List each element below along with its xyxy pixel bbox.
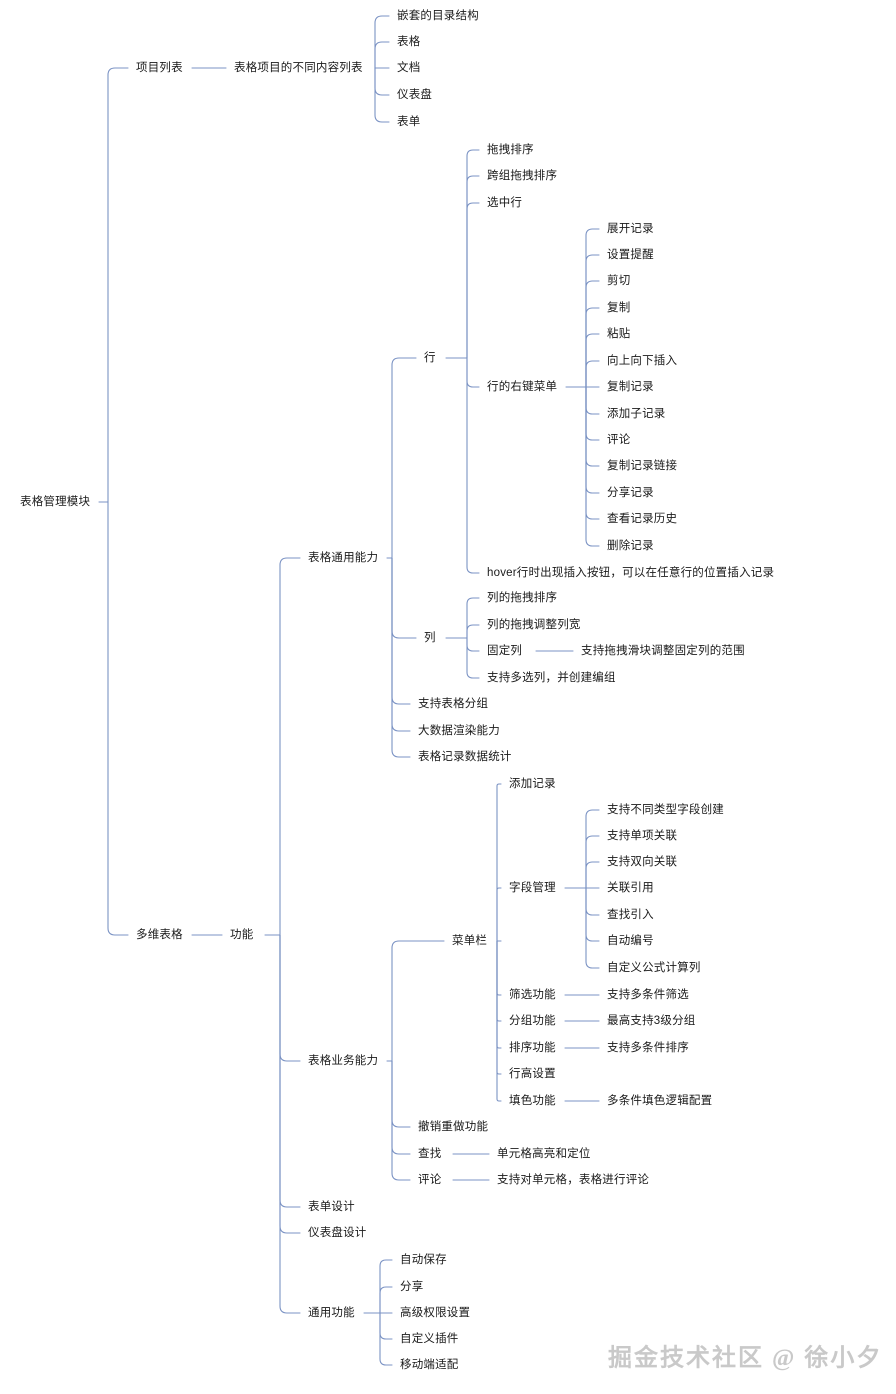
mindmap-node-n-tianjiazi[interactable]: 添加子记录 <box>607 408 666 420</box>
mindmap-node-n-pinglun1[interactable]: 评论 <box>607 434 631 446</box>
mindmap-node-n-caidanlan[interactable]: 菜单栏 <box>452 935 488 947</box>
mindmap-node-n-dashuju[interactable]: 大数据渲染能力 <box>418 725 500 737</box>
mindmap-node-n-xmlb[interactable]: 项目列表 <box>136 62 183 74</box>
mindmap-node-n-charu[interactable]: 向上向下插入 <box>607 355 678 367</box>
mindmap-node-n-bg[interactable]: 表格 <box>397 36 421 48</box>
mindmap-node-n-huakuai[interactable]: 支持拖拽滑块调整固定列的范围 <box>581 645 745 657</box>
mindmap-node-n-hang[interactable]: 行 <box>424 352 436 364</box>
watermark-label: 掘金技术社区 @ 徐小夕 <box>608 1345 883 1372</box>
mindmap-node-n-danxiang[interactable]: 支持单项关联 <box>607 830 678 842</box>
mindmap-node-n-chazhaoyinru[interactable]: 查找引入 <box>607 909 654 921</box>
mindmap-node-n-tianse[interactable]: 填色功能 <box>509 1095 556 1107</box>
mindmap-node-n-bd[interactable]: 表单 <box>397 116 421 128</box>
mindmap-node-n-bgtynl[interactable]: 表格通用能力 <box>308 552 379 564</box>
mindmap-node-n-tongyonggongneng[interactable]: 通用功能 <box>308 1307 355 1319</box>
mindmap-node-n-gaoliang[interactable]: 单元格高亮和定位 <box>497 1148 591 1160</box>
mindmap-node-n-ziduanguanli[interactable]: 字段管理 <box>509 882 556 894</box>
mindmap-node-n-lie[interactable]: 列 <box>424 632 436 644</box>
mindmap-node-n-qtml[interactable]: 嵌套的目录结构 <box>397 10 479 22</box>
mindmap-node-n-tianjiajilu[interactable]: 添加记录 <box>509 778 556 790</box>
mindmap-node-n-zhantie[interactable]: 粘贴 <box>607 328 631 340</box>
mindmap-node-n-duoxuanlie[interactable]: 支持多选列，并创建编组 <box>487 672 616 684</box>
mindmap-node-n-zidongbianhao[interactable]: 自动编号 <box>607 935 654 947</box>
mindmap-node-n-lietuopai[interactable]: 列的拖拽排序 <box>487 592 558 604</box>
mindmap-node-n-bgxmlb[interactable]: 表格项目的不同内容列表 <box>234 62 363 74</box>
mindmap-node-n-tuopaixu[interactable]: 拖拽排序 <box>487 144 534 156</box>
mindmap-node-n-wd[interactable]: 文档 <box>397 62 421 74</box>
mindmap-node-n-chexiao[interactable]: 撤销重做功能 <box>418 1121 489 1133</box>
mindmap-node-n-duotiaojianpaixu[interactable]: 支持多条件排序 <box>607 1042 689 1054</box>
mindmap-node-n-butongleixing[interactable]: 支持不同类型字段创建 <box>607 804 724 816</box>
mindmap-node-n-yidongduan[interactable]: 移动端适配 <box>400 1359 459 1371</box>
mindmap-node-n-tongji[interactable]: 表格记录数据统计 <box>418 751 512 763</box>
mindmap-node-n-ybpsheji[interactable]: 仪表盘设计 <box>308 1227 367 1239</box>
mindmap-node-n-fuzhijilu[interactable]: 复制记录 <box>607 381 654 393</box>
mindmap-node-n-chazhao[interactable]: 查找 <box>418 1148 442 1160</box>
mindmap-node-n-pinglunmiaoshu[interactable]: 支持对单元格，表格进行评论 <box>497 1174 650 1186</box>
mindmap-node-n-dwbg[interactable]: 多维表格 <box>136 929 183 941</box>
mindmap-node-n-shezhitixing[interactable]: 设置提醒 <box>607 249 654 261</box>
mindmap-node-n-shuangxiang[interactable]: 支持双向关联 <box>607 856 678 868</box>
mindmap-node-n-gaojiquanxian[interactable]: 高级权限设置 <box>400 1307 471 1319</box>
mindmap-node-n-paixu[interactable]: 排序功能 <box>509 1042 556 1054</box>
mindmap-node-n-shanchujilu[interactable]: 删除记录 <box>607 540 654 552</box>
mindmap-node-n-tianselogic[interactable]: 多条件填色逻辑配置 <box>607 1095 713 1107</box>
mindmap-node-n-fenxiang[interactable]: 分享 <box>400 1281 424 1293</box>
mindmap-node-n-chakanlishi[interactable]: 查看记录历史 <box>607 513 678 525</box>
mindmap-node-n-pinglun2[interactable]: 评论 <box>418 1174 442 1186</box>
mindmap-node-n-fuzhi[interactable]: 复制 <box>607 302 631 314</box>
mindmap-node-n-fuzhilianjie[interactable]: 复制记录链接 <box>607 460 678 472</box>
mindmap-node-n-zuigao3ji[interactable]: 最高支持3级分组 <box>607 1015 696 1027</box>
mindmap-node-n-duotiaojianshaixuan[interactable]: 支持多条件筛选 <box>607 989 689 1001</box>
mindmap-node-n-gudinglie[interactable]: 固定列 <box>487 645 523 657</box>
mindmap-node-n-lietiaozheng[interactable]: 列的拖拽调整列宽 <box>487 619 581 631</box>
mindmap-node-root[interactable]: 表格管理模块 <box>20 496 91 508</box>
mindmap-node-n-fenzu[interactable]: 分组功能 <box>509 1015 556 1027</box>
mindmap-node-n-gn[interactable]: 功能 <box>230 929 254 941</box>
mindmap-node-n-guanlianyinyong[interactable]: 关联引用 <box>607 882 654 894</box>
mindmap-node-n-zidingyichajian[interactable]: 自定义插件 <box>400 1333 459 1345</box>
mindmap-node-n-ybp[interactable]: 仪表盘 <box>397 89 433 101</box>
mindmap-node-n-biaogefenzu[interactable]: 支持表格分组 <box>418 698 489 710</box>
mindmap-node-n-zidongbaocun[interactable]: 自动保存 <box>400 1254 447 1266</box>
mindmap-node-n-zidingyigongshi[interactable]: 自定义公式计算列 <box>607 962 701 974</box>
mindmap-node-n-kuazu[interactable]: 跨组拖拽排序 <box>487 170 558 182</box>
mindmap-node-n-zhankaijilu[interactable]: 展开记录 <box>607 223 654 235</box>
mindmap-node-n-hanggao[interactable]: 行高设置 <box>509 1068 556 1080</box>
mindmap-node-n-fenxiangjilu[interactable]: 分享记录 <box>607 487 654 499</box>
mindmap-node-n-shaixuan[interactable]: 筛选功能 <box>509 989 556 1001</box>
mindmap-node-n-jianqie[interactable]: 剪切 <box>607 275 631 287</box>
mindmap-node-n-hover[interactable]: hover行时出现插入按钮，可以在任意行的位置插入记录 <box>487 567 775 579</box>
mindmap-node-n-bdsheji[interactable]: 表单设计 <box>308 1201 355 1213</box>
mindmap-node-n-youjiancaidan[interactable]: 行的右键菜单 <box>487 381 558 393</box>
mindmap-node-n-bgywnl[interactable]: 表格业务能力 <box>308 1055 379 1067</box>
mindmap-node-n-xuanzhong[interactable]: 选中行 <box>487 197 523 209</box>
